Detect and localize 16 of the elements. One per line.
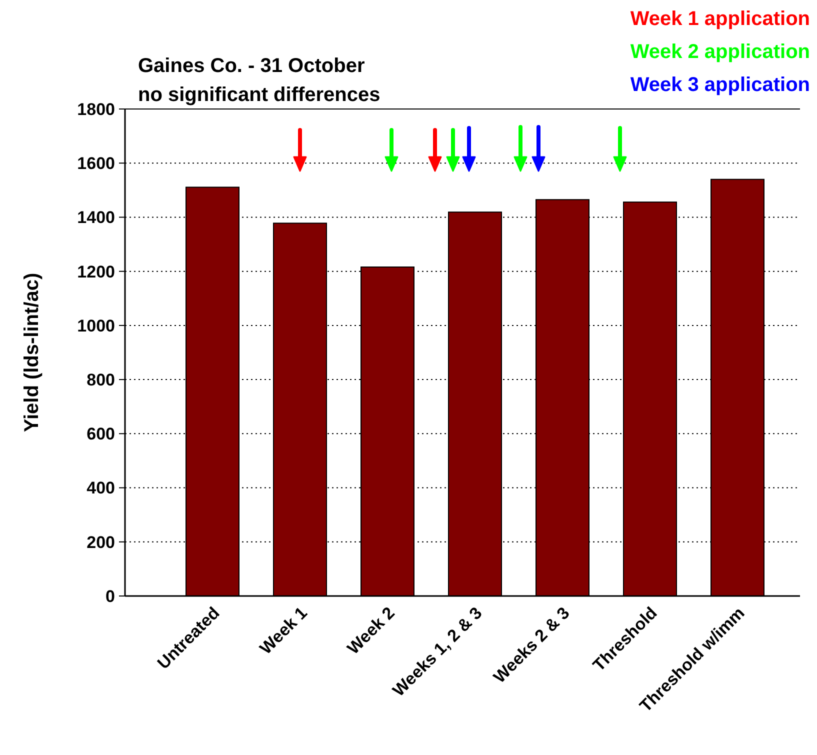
chart-title: Gaines Co. - 31 October — [138, 55, 365, 77]
chart-subtitle: no significant differences — [138, 84, 380, 106]
text: Week 2 application — [630, 41, 810, 63]
y-tick-label: 1200 — [77, 262, 115, 282]
y-tick-label: 1600 — [77, 154, 115, 174]
y-tick-label: 1000 — [77, 316, 115, 336]
text: Week 1 application — [630, 8, 810, 30]
y-tick-label: 200 — [86, 532, 115, 552]
y-tick-label: 1400 — [77, 208, 115, 228]
y-tick-label: 1800 — [77, 100, 115, 119]
y-tick-label: 0 — [106, 586, 115, 606]
y-tick-label: 600 — [86, 424, 115, 444]
y-axis-title: Yield (lds-lint/ac) — [21, 272, 43, 432]
y-tick-label: 800 — [86, 370, 115, 390]
y-tick-label: 400 — [86, 478, 115, 498]
text: Week 3 application — [630, 74, 810, 96]
